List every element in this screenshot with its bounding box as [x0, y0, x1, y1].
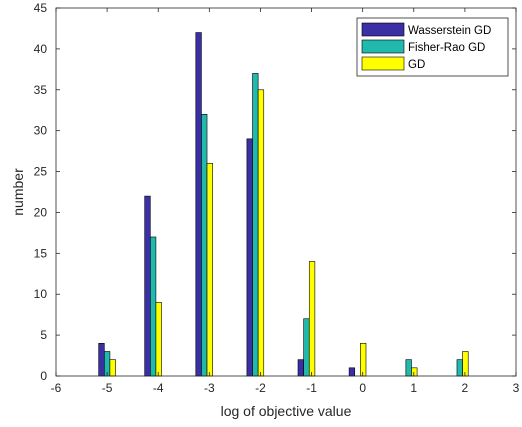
- bar-series-1-bin-2: [201, 114, 208, 377]
- x-tick-label: -3: [204, 381, 215, 395]
- bar-series-0-bin-0: [98, 342, 105, 377]
- y-axis-label: number: [10, 168, 26, 216]
- legend-swatch: [361, 56, 405, 71]
- bar-series-0-bin-4: [297, 359, 304, 377]
- y-tick-label: 40: [34, 42, 48, 56]
- bar-series-2-bin-2: [206, 163, 213, 377]
- y-tick-label: 5: [40, 328, 47, 342]
- bar-series-2-bin-5: [360, 342, 367, 377]
- plot-frame: [55, 7, 517, 377]
- bar-series-0-bin-1: [144, 195, 151, 377]
- x-tick-label: 1: [410, 381, 417, 395]
- x-tick-label: -6: [51, 381, 62, 395]
- x-tick-label: -2: [255, 381, 266, 395]
- bar-series-1-bin-7: [456, 359, 463, 377]
- legend-label: GD: [408, 59, 425, 71]
- bar-series-2-bin-4: [308, 261, 316, 377]
- x-tick-label: -1: [306, 381, 317, 395]
- x-axis-ticks: -6 -5 -4 -3 -2 -1 0 1 2 3: [51, 8, 520, 395]
- y-tick-label: 45: [34, 1, 48, 15]
- bar-series-1-bin-4: [303, 318, 310, 377]
- y-tick-label: 0: [40, 369, 47, 383]
- y-tick-label: 20: [34, 205, 48, 219]
- x-tick-label: -5: [102, 381, 113, 395]
- y-tick-label: 25: [34, 165, 48, 179]
- bar-series-2-bin-1: [155, 302, 162, 377]
- y-tick-label: 15: [34, 246, 48, 260]
- x-tick-label: -4: [153, 381, 164, 395]
- bar-series-1-bin-3: [252, 73, 259, 377]
- x-tick-label: 2: [462, 381, 469, 395]
- y-tick-label: 10: [34, 287, 48, 301]
- bar-series-1-bin-1: [150, 236, 157, 377]
- bar-series-1-bin-6: [405, 359, 412, 377]
- y-axis-ticks: 0 5 10 15 20 25 30 35 40 45: [34, 1, 516, 383]
- x-tick-label: 3: [513, 381, 520, 395]
- bar-series-2-bin-0: [109, 359, 116, 377]
- bar-series-0-bin-2: [195, 32, 202, 377]
- y-tick-label: 35: [34, 83, 48, 97]
- bar-series-0-bin-3: [246, 138, 253, 377]
- bar-series-0-bin-5: [348, 367, 356, 377]
- legend-label: Wasserstein GD: [408, 25, 491, 37]
- x-tick-label: 0: [359, 381, 366, 395]
- legend-swatch: [361, 22, 405, 37]
- bar-series-2-bin-7: [462, 351, 469, 377]
- bar-series-2-bin-3: [257, 89, 265, 377]
- bar-series-2-bin-6: [411, 367, 418, 377]
- legend: Wasserstein GD Fisher-Rao GD GD: [356, 17, 509, 77]
- y-tick-label: 30: [34, 124, 48, 138]
- x-axis-label: log of objective value: [221, 403, 352, 419]
- legend-swatch: [361, 39, 405, 54]
- legend-label: Fisher-Rao GD: [408, 42, 485, 54]
